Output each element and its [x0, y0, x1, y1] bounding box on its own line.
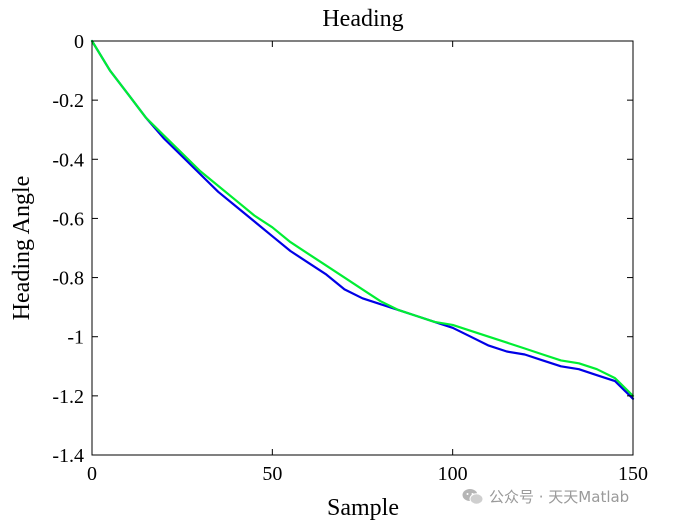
y-axis-label: Heading Angle — [9, 176, 35, 321]
x-tick-label: 100 — [438, 463, 468, 485]
watermark: 公众号 · 天天Matlab — [462, 486, 629, 507]
y-tick-label: -1.4 — [52, 445, 84, 467]
series-line-2 — [90, 39, 635, 397]
x-tick-label: 0 — [87, 463, 97, 485]
x-tick-label: 150 — [618, 463, 648, 485]
chart-title: Heading — [322, 6, 403, 32]
wechat-icon — [462, 488, 484, 505]
y-tick-label: -1 — [67, 327, 84, 349]
series-layer — [90, 39, 635, 400]
y-tick-label: -1.2 — [52, 386, 84, 408]
watermark-text: 公众号 · 天天Matlab — [489, 488, 630, 506]
x-tick-label: 50 — [262, 463, 282, 485]
tick-layer: 0 50 100 150 0 -0.2 -0.4 -0.6 -0.8 -1 -1.2 -1.4 — [52, 31, 648, 485]
y-tick-label: -0.6 — [52, 208, 84, 230]
y-tick-label: 0 — [74, 31, 84, 53]
series-line-1 — [90, 39, 635, 400]
y-tick-label: -0.2 — [52, 90, 84, 112]
plot-frame — [91, 40, 634, 456]
y-tick-label: -0.8 — [52, 268, 84, 290]
x-axis-label: Sample — [327, 495, 399, 521]
y-tick-label: -0.4 — [52, 149, 84, 171]
